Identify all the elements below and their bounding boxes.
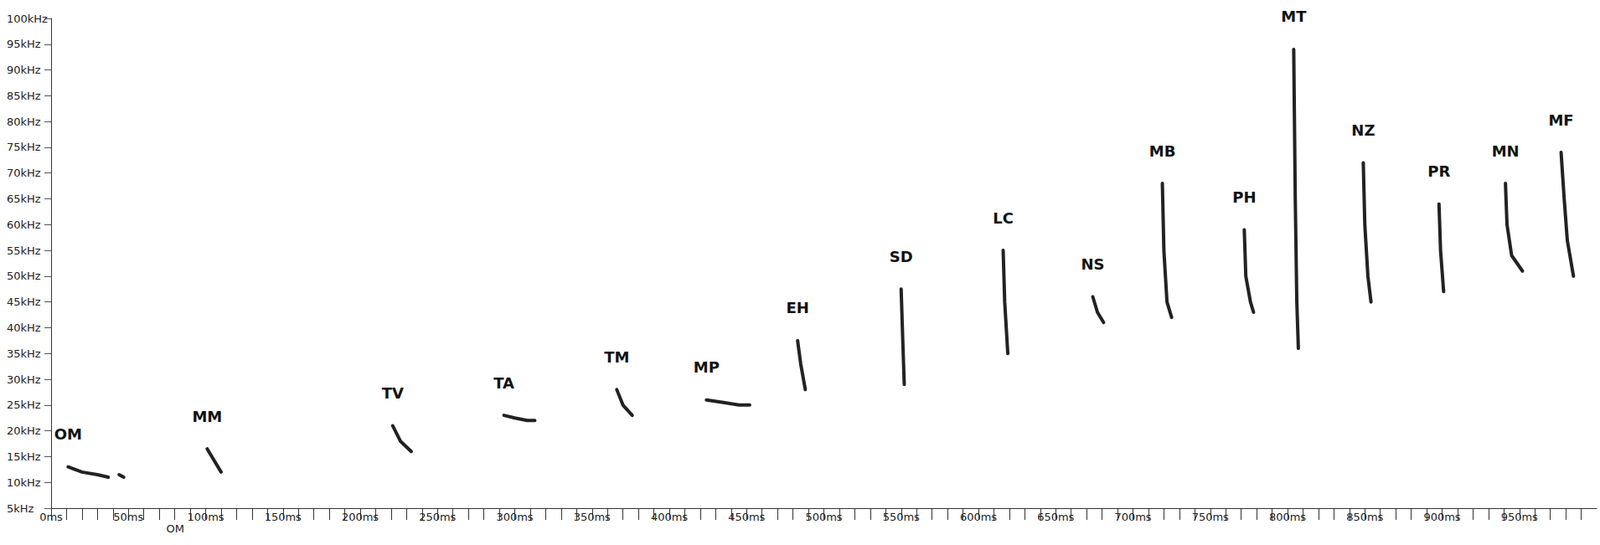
svg-text:80kHz: 80kHz xyxy=(6,115,42,129)
svg-text:LC: LC xyxy=(992,209,1014,228)
svg-text:65kHz: 65kHz xyxy=(6,192,42,206)
svg-text:MB: MB xyxy=(1149,142,1177,160)
svg-text:150ms: 150ms xyxy=(264,510,302,524)
svg-text:50kHz: 50kHz xyxy=(6,269,42,283)
svg-text:250ms: 250ms xyxy=(418,510,456,524)
svg-text:NS: NS xyxy=(1081,255,1105,274)
svg-text:15kHz: 15kHz xyxy=(6,450,42,464)
svg-text:850ms: 850ms xyxy=(1346,510,1384,524)
svg-text:MF: MF xyxy=(1548,111,1574,130)
svg-text:PH: PH xyxy=(1232,188,1256,207)
svg-text:MT: MT xyxy=(1280,7,1307,26)
svg-text:MP: MP xyxy=(693,358,720,377)
svg-text:20kHz: 20kHz xyxy=(6,424,42,438)
svg-text:60kHz: 60kHz xyxy=(6,218,42,232)
svg-text:35kHz: 35kHz xyxy=(6,347,42,361)
svg-text:TV: TV xyxy=(381,384,404,403)
svg-text:650ms: 650ms xyxy=(1037,510,1074,524)
svg-text:MM: MM xyxy=(191,407,222,426)
svg-text:700ms: 700ms xyxy=(1114,510,1151,524)
svg-text:25kHz: 25kHz xyxy=(6,398,42,412)
svg-text:MN: MN xyxy=(1491,142,1520,160)
svg-text:PR: PR xyxy=(1427,162,1451,181)
svg-text:400ms: 400ms xyxy=(650,510,688,524)
svg-text:OM: OM xyxy=(166,522,185,536)
svg-text:90kHz: 90kHz xyxy=(6,63,42,77)
svg-text:85kHz: 85kHz xyxy=(6,89,42,103)
svg-text:550ms: 550ms xyxy=(882,510,920,524)
svg-text:300ms: 300ms xyxy=(495,510,533,524)
svg-text:450ms: 450ms xyxy=(727,510,765,524)
svg-text:40kHz: 40kHz xyxy=(6,321,42,335)
svg-text:45kHz: 45kHz xyxy=(6,295,42,309)
svg-text:200ms: 200ms xyxy=(341,510,379,524)
svg-text:950ms: 950ms xyxy=(1501,510,1539,524)
svg-text:500ms: 500ms xyxy=(805,510,842,524)
svg-text:70kHz: 70kHz xyxy=(6,166,42,180)
svg-text:OM: OM xyxy=(54,425,83,444)
svg-text:95kHz: 95kHz xyxy=(6,37,42,51)
svg-text:100kHz: 100kHz xyxy=(6,12,48,26)
svg-text:30kHz: 30kHz xyxy=(6,373,42,387)
svg-text:NZ: NZ xyxy=(1351,121,1375,140)
svg-text:10kHz: 10kHz xyxy=(6,476,42,490)
svg-text:100ms: 100ms xyxy=(186,510,224,524)
svg-text:750ms: 750ms xyxy=(1192,510,1229,524)
svg-text:EH: EH xyxy=(785,299,809,317)
svg-text:350ms: 350ms xyxy=(573,510,611,524)
svg-text:900ms: 900ms xyxy=(1423,510,1461,524)
svg-text:800ms: 800ms xyxy=(1269,510,1306,524)
svg-text:0ms: 0ms xyxy=(39,510,63,524)
svg-text:50ms: 50ms xyxy=(113,510,144,524)
svg-text:600ms: 600ms xyxy=(960,510,997,524)
svg-text:SD: SD xyxy=(889,247,914,266)
svg-text:55kHz: 55kHz xyxy=(6,244,42,258)
svg-text:TM: TM xyxy=(603,348,630,367)
svg-text:TA: TA xyxy=(493,374,515,393)
svg-text:75kHz: 75kHz xyxy=(6,140,42,154)
svg-text:5kHz: 5kHz xyxy=(6,502,35,516)
